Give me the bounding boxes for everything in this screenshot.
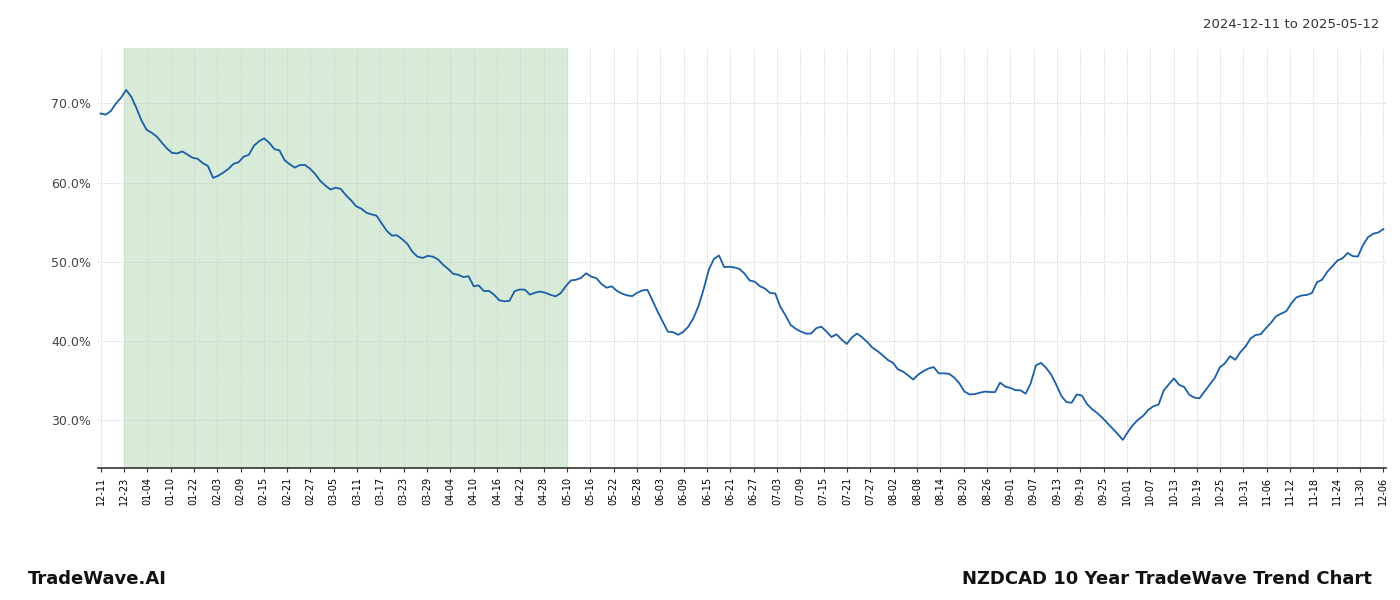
Text: NZDCAD 10 Year TradeWave Trend Chart: NZDCAD 10 Year TradeWave Trend Chart (962, 570, 1372, 588)
Text: 2024-12-11 to 2025-05-12: 2024-12-11 to 2025-05-12 (1203, 18, 1379, 31)
Bar (123, 48, 567, 468)
Text: TradeWave.AI: TradeWave.AI (28, 570, 167, 588)
